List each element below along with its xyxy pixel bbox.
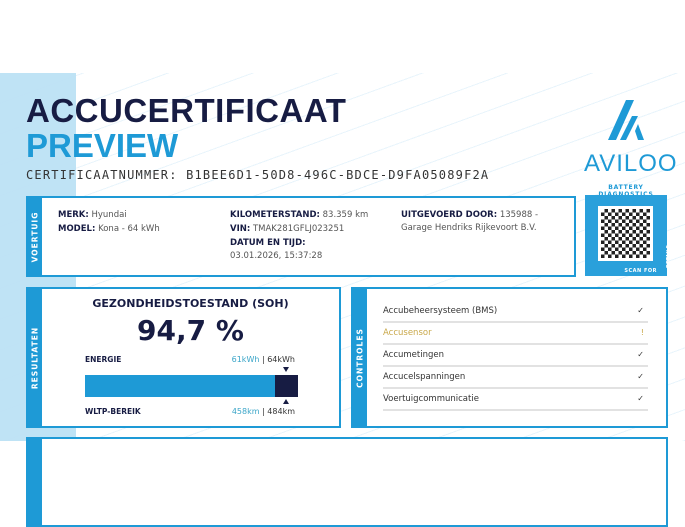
check-label: Voertuigcommunicatie: [383, 394, 479, 404]
logo-tagline: BATTERY DIAGNOSTICS: [598, 184, 652, 198]
certificate-number: CERTIFICAATNUMMER: B1BEE6D1-50D8-496C-BD…: [26, 168, 490, 182]
checkmark-icon: ✓: [637, 394, 644, 403]
details-label: DETAILS: [666, 245, 672, 269]
checkmark-icon: ✓: [637, 306, 644, 315]
vin-field: VIN: TMAK281GFLJ023251: [230, 224, 345, 234]
energy-marker-icon: [283, 367, 289, 372]
logo-name: AVILOO: [584, 150, 678, 177]
checks-tab: CONTROLES: [353, 289, 367, 426]
soh-value: 94,7 %: [137, 314, 244, 347]
checkmark-icon: ✓: [637, 372, 644, 381]
check-item: Accumetingen ✓: [383, 345, 648, 367]
warning-icon: !: [640, 328, 644, 337]
range-value: 458km | 484km: [231, 407, 295, 416]
model-field: MODEL: Kona - 64 kWh: [58, 224, 160, 234]
aviloo-logo-icon: [608, 100, 644, 140]
check-item: Voertuigcommunicatie ✓: [383, 389, 648, 411]
range-label: WLTP-BEREIK: [85, 407, 141, 416]
page-subtitle: PREVIEW: [26, 127, 179, 164]
scan-label: SCAN FOR: [624, 268, 657, 274]
soh-bar-loss: [275, 375, 298, 397]
aviloo-logo: AVILOO BATTERY DIAGNOSTICS: [584, 98, 678, 198]
soh-title: GEZONDHEIDSTOESTAND (SOH): [92, 297, 289, 310]
energy-value: 61kWh | 64kWh: [231, 355, 295, 364]
checks-panel: CONTROLES Accubeheersysteem (BMS) ✓ Accuse…: [351, 287, 668, 428]
next-panel-tab: [28, 439, 42, 525]
check-label: Accucelspanningen: [383, 372, 466, 382]
make-field: MERK: Hyundai: [58, 210, 127, 220]
mileage-field: KILOMETERSTAND: 83.359 km: [230, 210, 369, 220]
datetime-field: DATUM EN TIJD: 03.01.2026, 15:37:28: [230, 238, 323, 261]
range-marker-icon: [283, 399, 289, 404]
page-title: ACCUCERTIFICAAT: [26, 92, 347, 129]
results-tab: RESULTATEN: [28, 289, 42, 426]
check-item: Accubeheersysteem (BMS) ✓: [383, 301, 648, 323]
vehicle-tab-label: VOERTUIG: [30, 211, 40, 262]
performed-by-field: UITGEVOERD DOOR: 135988 - Garage Hendrik…: [401, 210, 539, 233]
results-panel: RESULTATEN GEZONDHEIDSTOESTAND (SOH) 94,…: [26, 287, 341, 428]
energy-label: ENERGIE: [85, 355, 122, 364]
qr-code[interactable]: [598, 206, 653, 261]
check-label: Accubeheersysteem (BMS): [383, 306, 498, 316]
check-label: Accusensor: [383, 328, 432, 338]
qr-code-panel[interactable]: SCAN FOR DETAILS: [585, 195, 672, 276]
check-item: Accusensor!: [383, 323, 648, 345]
soh-bar: [85, 375, 298, 397]
checkmark-icon: ✓: [637, 350, 644, 359]
results-tab-label: RESULTATEN: [30, 326, 40, 389]
vehicle-panel: VOERTUIG MERK: Hyundai MODEL: Kona - 64 …: [26, 196, 576, 277]
check-item: Accucelspanningen ✓: [383, 367, 648, 389]
vehicle-tab: VOERTUIG: [28, 198, 42, 275]
checks-tab-label: CONTROLES: [355, 327, 365, 388]
check-label: Accumetingen: [383, 350, 445, 360]
